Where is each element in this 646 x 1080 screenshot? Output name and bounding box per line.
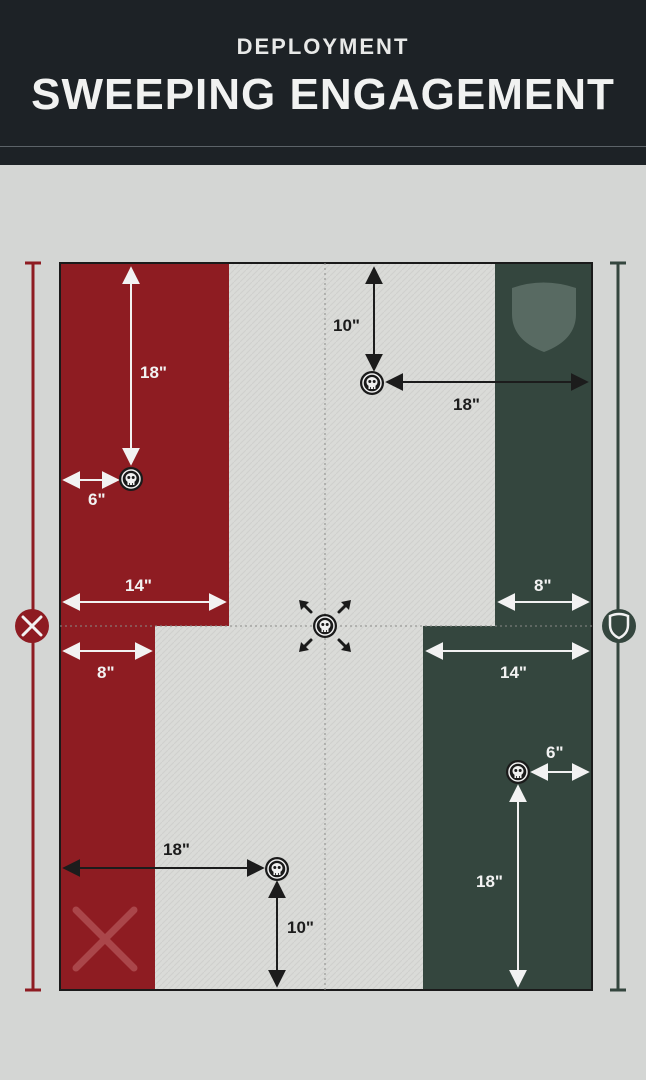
- label-attacker-lower-depth: 8": [97, 663, 115, 682]
- label-right-objective-from-bottom: 18": [476, 872, 503, 891]
- defender-watermark-icon: [512, 282, 576, 352]
- skull-icon: [505, 759, 531, 785]
- label-left-objective-from-left: 6": [88, 490, 106, 509]
- header-divider: [0, 146, 646, 147]
- label-defender-upper-depth: 8": [534, 576, 552, 595]
- label-defender-lower-depth: 14": [500, 663, 527, 682]
- shield-icon: [602, 609, 636, 643]
- attacker-deployment-zone: [60, 263, 229, 990]
- label-left-objective-from-top: 18": [140, 363, 167, 382]
- deployment-title: SWEEPING ENGAGEMENT: [31, 70, 615, 119]
- crossed-swords-icon: [15, 609, 49, 643]
- attacker-watermark-icon: [72, 906, 138, 972]
- defender-deployment-zone: [423, 263, 592, 990]
- skull-icon: [359, 370, 385, 396]
- label-bottom-objective-from-bottom: 10": [287, 918, 314, 937]
- label-bottom-objective-from-left: 18": [163, 840, 190, 859]
- label-attacker-upper-depth: 14": [125, 576, 152, 595]
- skull-arrows-icon: [299, 600, 351, 652]
- skull-icon: [264, 856, 290, 882]
- deployment-subtitle: DEPLOYMENT: [236, 34, 410, 59]
- label-top-objective-from-right: 18": [453, 395, 480, 414]
- label-right-objective-from-right: 6": [546, 743, 564, 762]
- label-top-objective-from-top: 10": [333, 316, 360, 335]
- header-banner: DEPLOYMENT SWEEPING ENGAGEMENT: [0, 0, 646, 165]
- skull-icon: [118, 466, 144, 492]
